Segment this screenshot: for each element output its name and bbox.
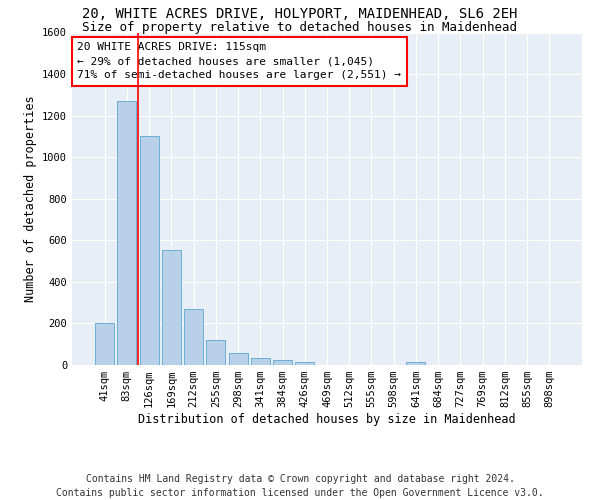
Bar [95,324,114,365]
Text: Size of property relative to detached houses in Maidenhead: Size of property relative to detached ho… [83,21,517,34]
Bar [206,340,225,365]
Bar [162,250,181,365]
Text: 20, WHITE ACRES DRIVE, HOLYPORT, MAIDENHEAD, SL6 2EH: 20, WHITE ACRES DRIVE, HOLYPORT, MAIDENH… [82,8,518,22]
Bar [251,358,270,365]
Text: Contains HM Land Registry data © Crown copyright and database right 2024.
Contai: Contains HM Land Registry data © Crown c… [56,474,544,498]
Bar [118,101,136,365]
Bar [406,362,425,365]
Y-axis label: Number of detached properties: Number of detached properties [23,96,37,302]
Bar [140,136,158,365]
Bar [295,362,314,365]
Text: 20 WHITE ACRES DRIVE: 115sqm
← 29% of detached houses are smaller (1,045)
71% of: 20 WHITE ACRES DRIVE: 115sqm ← 29% of de… [77,42,401,80]
Bar [273,360,292,365]
Bar [184,309,203,365]
Bar [229,352,248,365]
X-axis label: Distribution of detached houses by size in Maidenhead: Distribution of detached houses by size … [138,413,516,426]
